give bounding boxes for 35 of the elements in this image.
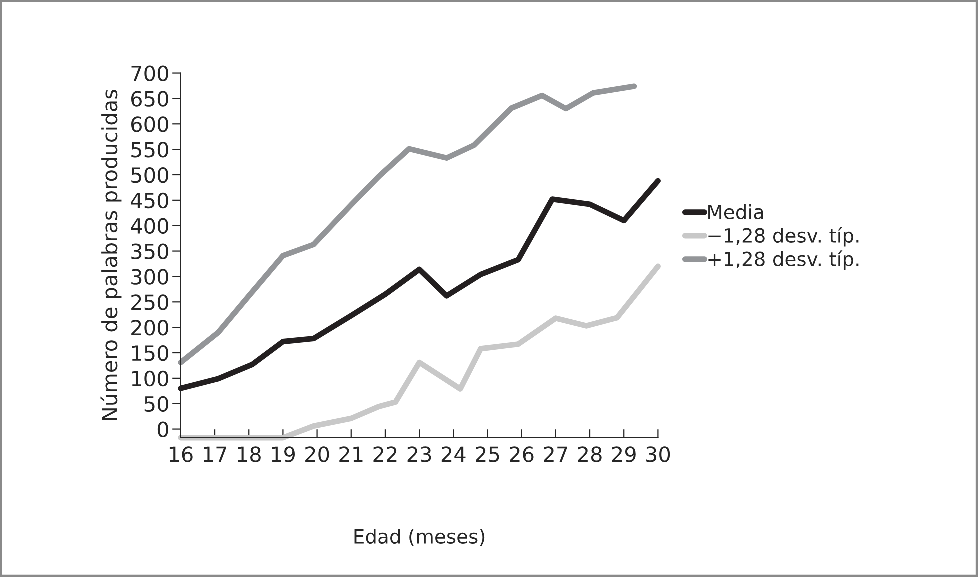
x-tick-label: 16 [170,446,193,462]
y-tick-label: 700 [132,66,168,82]
y-tick-label: 350 [132,244,168,260]
legend-label: +1,28 desv. típ. [708,250,859,270]
y-tick-label: 300 [132,269,168,285]
y-tick-label: 450 [131,192,168,209]
x-tick-label: 22 [374,446,397,462]
y-tick-label: 400 [131,218,168,234]
x-tick-label: 27 [544,446,568,462]
x-tick-label: 30 [646,446,670,462]
legend-label: −1,28 desv. típ. [708,227,859,247]
y-axis-title: Número de palabras producidas [100,90,122,420]
x-tick-label: 21 [340,446,363,462]
y-tick-label: 100 [132,370,168,387]
y-tick-label: 150 [132,345,168,362]
x-tick-label: 26 [510,446,534,462]
x-tick-label: 25 [476,446,500,462]
x-axis-title: Edad (meses) [354,528,485,546]
x-tick-label: 20 [306,446,330,462]
x-tick-label: 18 [238,446,261,462]
y-tick-label: 50 [144,396,168,412]
y-tick-label: 600 [132,116,168,132]
y-tick-label: 650 [132,91,168,107]
x-tick-label: 29 [612,446,636,462]
y-tick-label: 200 [132,320,168,336]
x-tick-label: 19 [272,446,295,462]
y-tick-label: 500 [132,167,168,184]
y-tick-label: 0 [158,422,168,438]
legend-label: Media [708,204,764,220]
x-tick-label: 28 [578,446,602,462]
y-tick-label: 250 [132,294,168,310]
y-tick-label: 550 [132,142,168,158]
x-tick-label: 23 [408,446,432,462]
x-tick-label: 17 [204,446,226,462]
x-tick-label: 24 [442,446,466,462]
